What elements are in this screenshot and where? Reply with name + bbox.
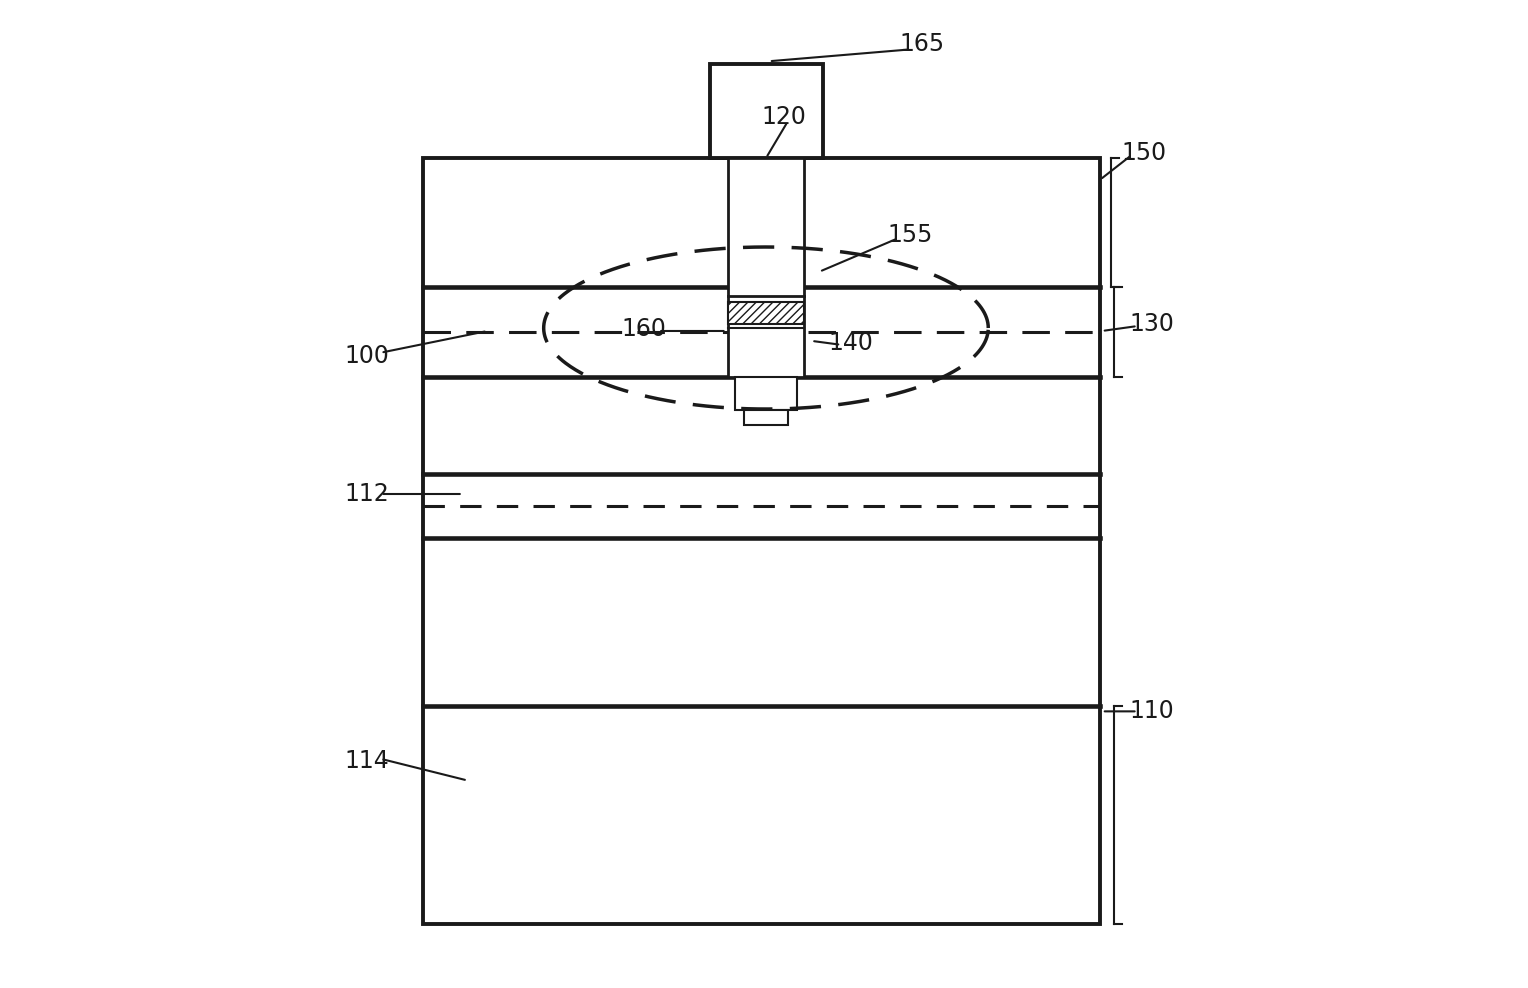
Text: 112: 112 <box>344 482 390 506</box>
Bar <box>729 302 804 324</box>
Text: 155: 155 <box>888 223 934 247</box>
Text: 120: 120 <box>761 105 807 128</box>
Text: 165: 165 <box>900 33 944 56</box>
Text: 160: 160 <box>620 317 666 341</box>
Bar <box>729 158 804 377</box>
Bar <box>709 64 824 158</box>
Text: 100: 100 <box>344 344 390 368</box>
Bar <box>423 158 1100 924</box>
Text: 140: 140 <box>828 331 874 355</box>
Bar <box>744 410 788 425</box>
Text: 114: 114 <box>344 749 390 773</box>
Text: 110: 110 <box>1129 700 1175 723</box>
Text: 130: 130 <box>1129 312 1175 336</box>
Bar <box>735 377 796 410</box>
Text: 150: 150 <box>1122 141 1167 165</box>
